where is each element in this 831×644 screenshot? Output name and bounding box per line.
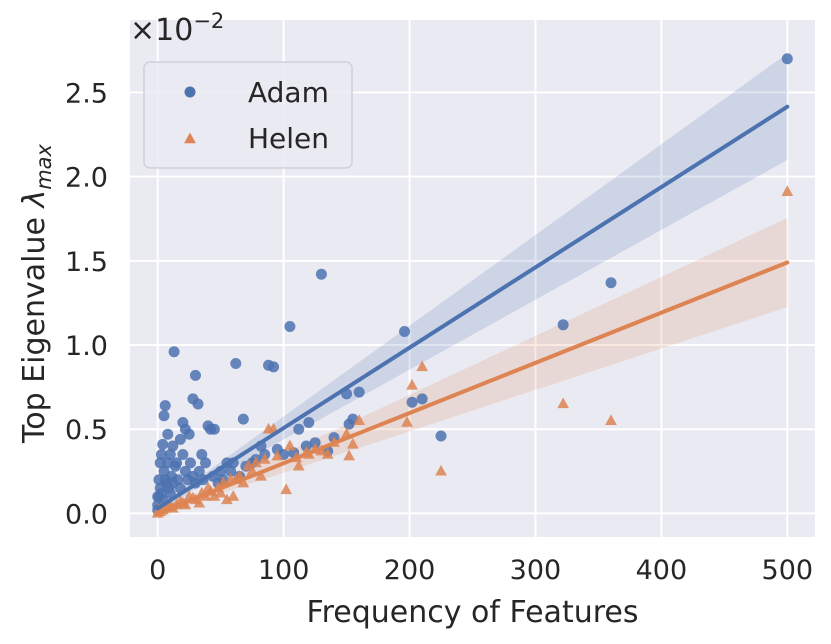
y-tick-label: 2.0 (65, 163, 108, 194)
data-point-adam (315, 268, 327, 280)
data-point-adam (309, 437, 321, 449)
data-point-helen (292, 459, 305, 471)
data-point-helen (401, 415, 413, 427)
data-point-helen (284, 439, 296, 451)
data-point-adam (172, 474, 184, 486)
legend-label-helen: Helen (248, 122, 329, 155)
data-point-adam (193, 465, 205, 477)
data-point-adam (164, 448, 176, 460)
y-scale-multiplier: ×10−2 (130, 9, 224, 48)
data-point-adam (237, 413, 249, 425)
data-point-adam (435, 430, 447, 442)
x-tick-label: 400 (636, 555, 688, 586)
data-point-adam (200, 457, 212, 469)
data-point-helen (237, 476, 250, 488)
data-point-adam (202, 420, 214, 432)
data-point-adam (177, 416, 189, 428)
data-point-adam (169, 460, 181, 472)
data-point-helen (227, 490, 240, 501)
y-tick-label: 2.5 (65, 78, 108, 109)
data-point-helen (321, 447, 334, 459)
data-point-adam (158, 410, 170, 422)
data-point-adam (781, 53, 793, 65)
data-point-helen (343, 449, 355, 461)
data-point-helen (781, 185, 794, 196)
x-tick-label: 200 (384, 555, 436, 586)
data-point-adam (187, 393, 199, 405)
data-point-adam (353, 386, 365, 398)
y-tick-label: 1.5 (65, 247, 108, 278)
legend: Adam Helen (143, 61, 353, 169)
regression-line-helen (155, 260, 790, 516)
x-tick-label: 100 (258, 555, 310, 586)
data-point-helen (271, 449, 284, 461)
data-point-adam (184, 457, 196, 469)
y-axis-label: Top Eigenvalue λmax (17, 143, 56, 444)
legend-marker-helen (184, 132, 196, 144)
data-point-helen (262, 422, 275, 434)
data-point-helen (221, 493, 233, 505)
data-point-adam (230, 358, 242, 370)
data-point-adam (167, 440, 179, 452)
data-point-helen (435, 464, 447, 476)
data-point-adam (177, 448, 189, 460)
tick-labels: 0 100 200 300 400 500 0.0 0.5 1.0 1.5 2.0 2.5 (65, 78, 813, 586)
data-point-helen (250, 456, 262, 468)
data-point-adam (159, 400, 171, 412)
data-point-adam (155, 448, 167, 460)
regression-lines (155, 104, 790, 516)
data-point-adam (154, 457, 166, 469)
regression-line-adam (155, 104, 790, 511)
y-tick-label: 0.5 (65, 415, 108, 446)
data-point-helen (193, 496, 206, 508)
data-point-adam (303, 416, 315, 428)
legend-box (143, 61, 353, 169)
data-point-adam (168, 346, 180, 358)
data-point-adam (196, 448, 208, 460)
data-point-adam (162, 428, 174, 440)
data-point-adam (271, 443, 283, 455)
x-tick-label: 0 (149, 555, 166, 586)
x-tick-label: 300 (510, 555, 562, 586)
data-point-helen (557, 397, 570, 409)
data-point-adam (263, 359, 275, 371)
data-point-helen (605, 414, 617, 426)
x-tick-label: 500 (762, 555, 814, 586)
legend-label-adam: Adam (248, 76, 329, 109)
data-point-adam (343, 418, 355, 430)
data-point-adam (284, 320, 296, 332)
data-point-adam (416, 393, 428, 405)
data-point-adam (189, 369, 201, 381)
data-point-helen (258, 453, 271, 464)
data-point-helen (255, 469, 267, 481)
data-point-helen (406, 378, 418, 390)
y-tick-label: 1.0 (65, 331, 108, 362)
y-tick-label: 0.0 (65, 499, 108, 530)
x-axis-label: Frequency of Features (307, 595, 639, 630)
grid (130, 20, 815, 537)
data-point-adam (174, 433, 186, 445)
data-point-helen (353, 414, 366, 426)
data-point-adam (557, 319, 569, 331)
data-point-helen (347, 437, 359, 449)
confidence-band-adam (157, 53, 788, 516)
data-point-adam (164, 487, 176, 499)
data-point-adam (293, 423, 305, 435)
data-point-adam (399, 326, 411, 338)
legend-marker-adam (184, 86, 196, 98)
data-point-adam (406, 396, 418, 408)
data-point-adam (605, 277, 617, 289)
data-point-helen (416, 360, 428, 372)
data-point-helen (280, 483, 292, 495)
data-point-adam (225, 465, 237, 477)
data-point-helen (242, 459, 255, 471)
data-point-adam (157, 438, 169, 450)
